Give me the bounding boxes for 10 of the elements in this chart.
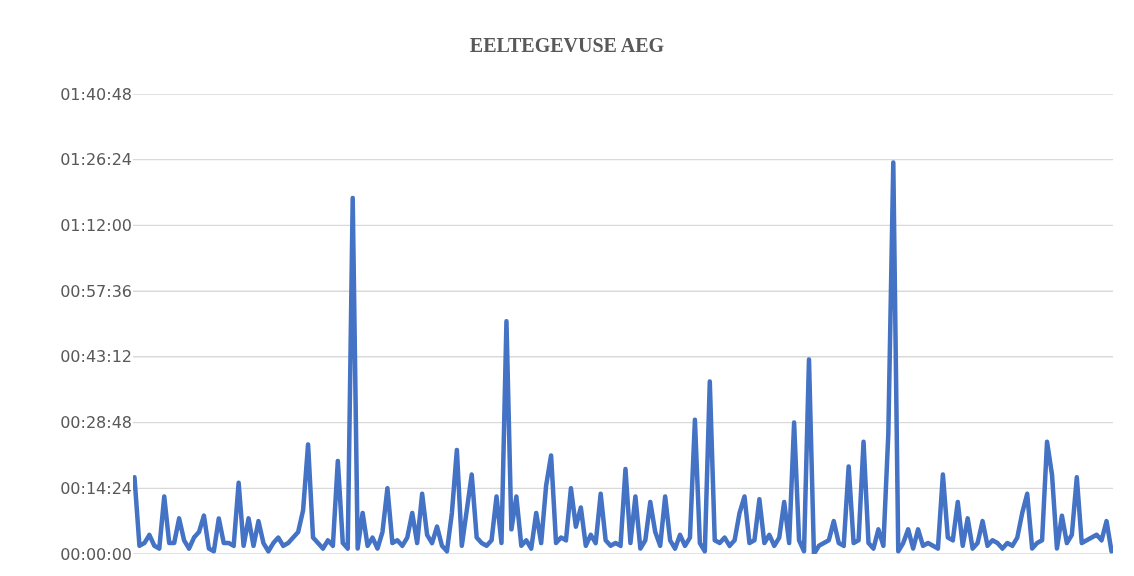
- chart-title: EELTEGEVUSE AEG: [469, 34, 665, 56]
- y-tick-label: 01:40:48: [60, 84, 132, 104]
- y-tick-label: 00:14:24: [60, 478, 132, 498]
- y-tick-label: 01:26:24: [60, 150, 132, 170]
- y-tick-label: 00:28:48: [60, 413, 132, 433]
- line-series: [133, 160, 1113, 554]
- y-tick-label: 00:00:00: [60, 544, 132, 564]
- y-tick-label: 00:57:36: [60, 281, 132, 301]
- y-tick-label: 01:12:00: [60, 216, 132, 236]
- y-tick-label: 00:43:12: [60, 347, 132, 367]
